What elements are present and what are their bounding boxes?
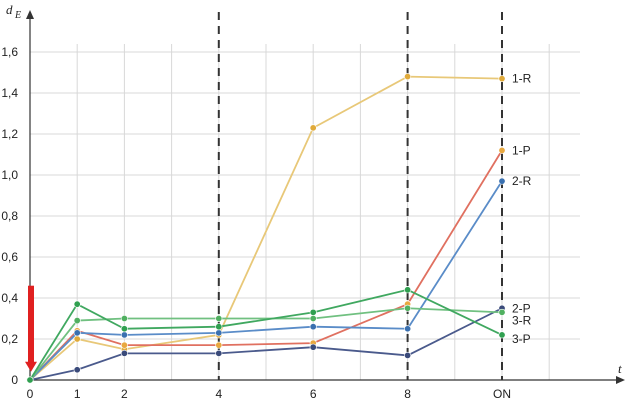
x-tick-label: 8 [404, 387, 411, 401]
data-point-2-R [498, 177, 506, 185]
series-label-2-P: 2-P [512, 301, 531, 315]
x-tick-label: 6 [310, 387, 317, 401]
data-point-2-R [120, 331, 128, 339]
y-tick-label: 0,4 [1, 291, 18, 305]
data-point-3-P [215, 323, 223, 331]
data-point-1-P [120, 341, 128, 349]
x-tick-label: ON [493, 387, 511, 401]
y-tick-label: 1,2 [1, 127, 18, 141]
y-tick-label: 0 [11, 373, 18, 387]
grid [30, 44, 580, 380]
data-point-2-R [404, 325, 412, 333]
red-arrow-shaft [28, 285, 34, 364]
data-point-2-P [404, 351, 412, 359]
x-tick-label: 4 [215, 387, 222, 401]
data-point-3-P [26, 376, 34, 384]
data-point-2-R [309, 323, 317, 331]
y-tick-label: 1,4 [1, 86, 18, 100]
data-point-3-R [309, 314, 317, 322]
data-point-3-R [498, 308, 506, 316]
data-point-2-P [215, 349, 223, 357]
data-point-1-R [73, 335, 81, 343]
data-point-2-P [120, 349, 128, 357]
data-point-2-R [73, 329, 81, 337]
y-axis-arrowhead [26, 10, 34, 19]
data-point-1-P [215, 341, 223, 349]
data-point-3-R [120, 314, 128, 322]
y-axis-label-subscript: E [14, 10, 21, 21]
y-tick-label: 1,0 [1, 168, 18, 182]
data-point-3-P [120, 325, 128, 333]
data-point-2-P [309, 343, 317, 351]
x-tick-label: 0 [27, 387, 34, 401]
x-axis-label: t [618, 361, 622, 376]
data-point-3-P [498, 331, 506, 339]
series-label-1-R: 1-R [512, 72, 532, 86]
y-axis-label: d [6, 2, 13, 17]
y-tick-label: 0,2 [1, 332, 18, 346]
data-point-1-R [498, 75, 506, 83]
y-tick-label: 0,6 [1, 250, 18, 264]
series-label-2-R: 2-R [512, 174, 532, 188]
data-point-3-P [309, 308, 317, 316]
series-group [26, 73, 506, 384]
y-tick-label: 0,8 [1, 209, 18, 223]
labels: 1-R 1-P 2-R 2-P3-R 3-P [512, 72, 532, 346]
data-point-2-P [73, 366, 81, 374]
red-arrow-head [25, 361, 37, 372]
series-label-3-P: 3-P [512, 332, 531, 346]
x-tick-label: 1 [74, 387, 81, 401]
data-point-3-R [404, 304, 412, 312]
data-point-1-R [309, 124, 317, 132]
red-arrow [25, 285, 37, 372]
series-label-3-R: 3-R [512, 314, 532, 328]
data-point-3-R [215, 314, 223, 322]
data-point-3-P [404, 286, 412, 294]
data-point-3-R [73, 317, 81, 325]
x-tick-label: 2 [121, 387, 128, 401]
data-point-2-R [215, 329, 223, 337]
data-point-1-P [498, 146, 506, 154]
data-point-3-P [73, 300, 81, 308]
x-axis-arrowhead [616, 376, 625, 384]
data-point-1-R [404, 73, 412, 81]
series-label-1-P: 1-P [512, 143, 531, 157]
y-tick-label: 1,6 [1, 45, 18, 59]
